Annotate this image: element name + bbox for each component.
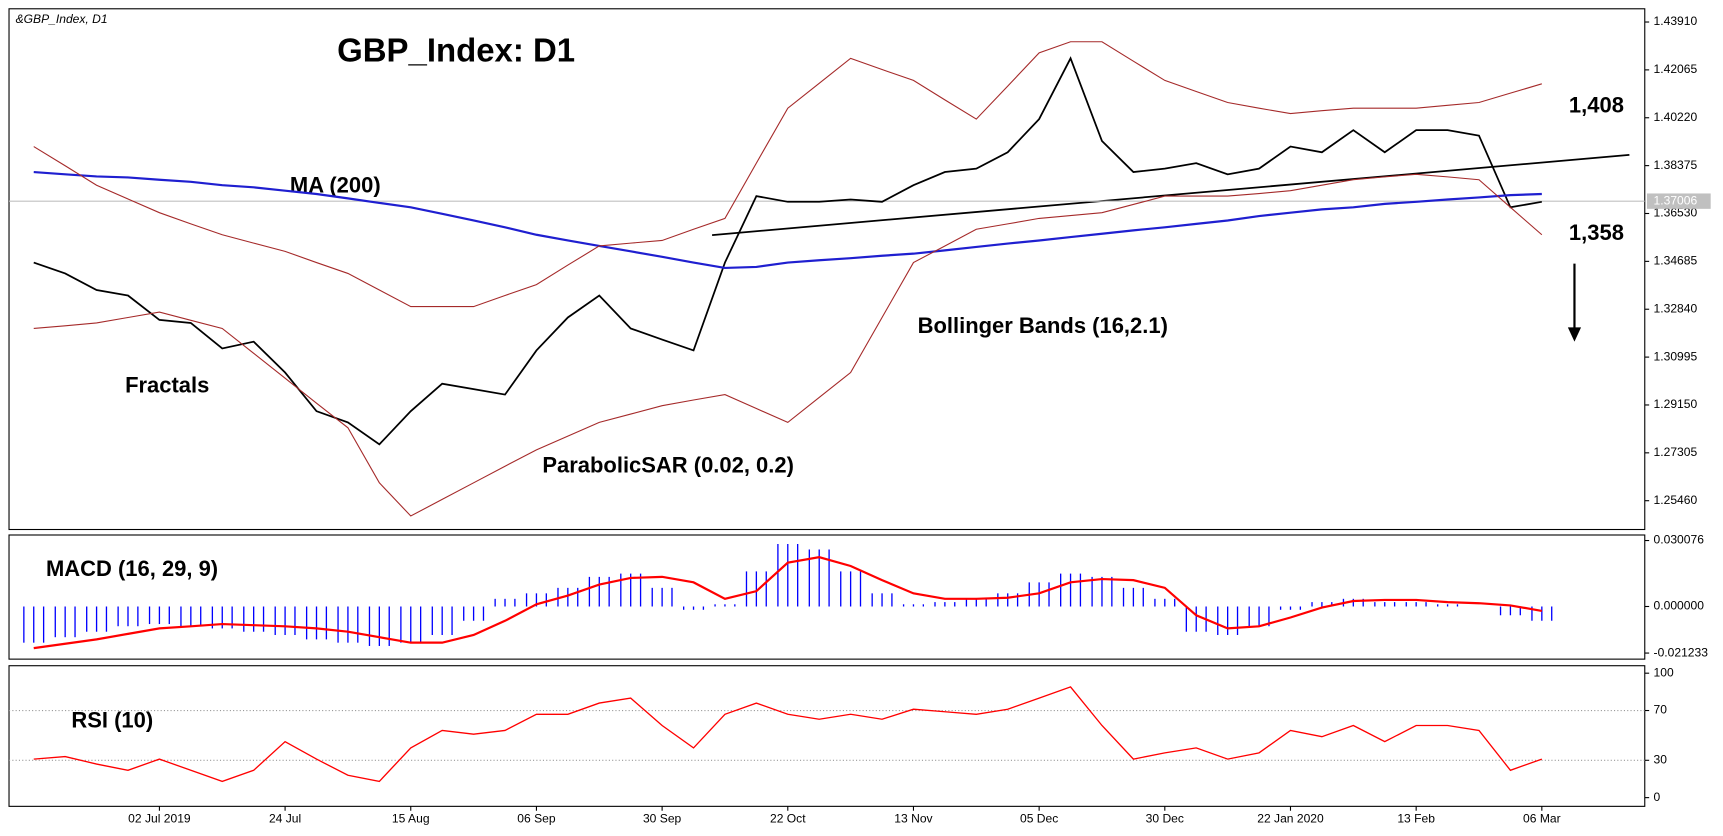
macd-signal xyxy=(33,556,1543,650)
macd-frame xyxy=(8,534,1646,660)
trend-line xyxy=(712,154,1630,236)
chart-title: GBP_Index: D1 xyxy=(337,31,575,68)
y-tick-label: 1.32840 xyxy=(1654,301,1698,315)
rsi-frame xyxy=(8,665,1646,807)
y-tick-label: 0.000000 xyxy=(1654,599,1705,613)
symbol-label: &GBP_Index, D1 xyxy=(16,12,108,26)
y-tick-label: 1.42065 xyxy=(1654,62,1698,76)
x-tick-label: 13 Nov xyxy=(894,812,932,826)
ma-line xyxy=(33,170,1542,270)
y-tick-label: 1.27305 xyxy=(1654,445,1698,459)
y-tick-label: 1.34685 xyxy=(1654,254,1698,268)
macd-title: MACD (16, 29, 9) xyxy=(46,556,218,581)
rsi-line xyxy=(33,686,1543,783)
x-tick-label: 06 Mar xyxy=(1523,812,1561,826)
y-tick-label: 1.40220 xyxy=(1654,110,1698,124)
y-tick-label: 30 xyxy=(1654,752,1668,766)
x-tick-label: 13 Feb xyxy=(1397,812,1435,826)
y-tick-label: 100 xyxy=(1654,665,1674,679)
y-tick-label: 1.30995 xyxy=(1654,349,1698,363)
x-tick-label: 05 Dec xyxy=(1020,812,1058,826)
y-tick-label: 1.38375 xyxy=(1654,158,1698,172)
last-price-label: 1.37006 xyxy=(1654,193,1698,207)
down-arrow-head xyxy=(1567,327,1582,342)
price-frame xyxy=(8,8,1646,531)
y-tick-label: 1.36530 xyxy=(1654,206,1698,220)
bollinger-lower xyxy=(33,173,1543,517)
bollinger-upper xyxy=(33,41,1542,308)
x-tick-label: 22 Jan 2020 xyxy=(1257,812,1324,826)
y-tick-label: 0.030076 xyxy=(1654,533,1705,547)
annotation: 1,408 xyxy=(1569,92,1624,117)
y-tick-label: 70 xyxy=(1654,703,1668,717)
annotation: ParabolicSAR (0.02, 0.2) xyxy=(542,453,794,478)
annotation: Fractals xyxy=(125,372,209,397)
y-tick-label: -0.021233 xyxy=(1654,645,1709,659)
annotation: MA (200) xyxy=(290,173,381,198)
x-tick-label: 30 Dec xyxy=(1146,812,1184,826)
annotation: 1,358 xyxy=(1569,220,1624,245)
x-tick-label: 30 Sep xyxy=(643,812,682,826)
last-price-box xyxy=(1646,193,1711,209)
rsi-title: RSI (10) xyxy=(71,708,153,733)
annotation: Bollinger Bands (16,2.1) xyxy=(918,313,1168,338)
y-tick-label: 0 xyxy=(1654,790,1661,804)
y-tick-label: 1.43910 xyxy=(1654,14,1698,28)
x-tick-label: 02 Jul 2019 xyxy=(128,812,191,826)
x-tick-label: 24 Jul xyxy=(269,812,301,826)
y-tick-label: 1.29150 xyxy=(1654,397,1698,411)
x-tick-label: 22 Oct xyxy=(770,812,806,826)
y-tick-label: 1.25460 xyxy=(1654,493,1698,507)
x-tick-label: 06 Sep xyxy=(517,812,556,826)
price-line xyxy=(33,56,1542,446)
x-tick-label: 15 Aug xyxy=(392,812,430,826)
